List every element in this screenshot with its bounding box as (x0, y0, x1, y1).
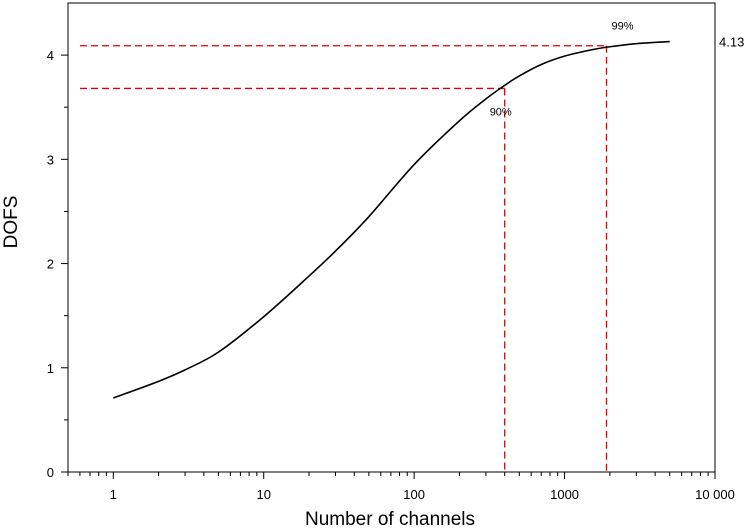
x-tick-label: 10 (256, 487, 270, 502)
x-axis-ticks: 1 10 100 1000 10 000 (67, 472, 735, 502)
x-axis-title: Number of channels (305, 509, 475, 529)
y-tick-label: 1 (47, 361, 54, 376)
dofs-curve (113, 40, 670, 399)
y-tick-label: 2 (47, 257, 54, 272)
plot-frame (67, 2, 716, 473)
y-axis-ticks: 0 1 2 3 4 (47, 48, 68, 480)
y-tick-label: 3 (47, 152, 54, 167)
reference-label: 99% (611, 21, 633, 33)
x-tick-label: 100 (403, 487, 425, 502)
reference-label: 90% (490, 106, 512, 118)
y-tick-label: 0 (47, 465, 54, 480)
x-tick-label: 10 000 (695, 487, 735, 502)
y-axis-title: DOFS (1, 196, 22, 249)
plot-border (67, 2, 716, 473)
reference-lines (80, 45, 608, 472)
annotations: 90% 99% 4.13 (490, 21, 745, 119)
y-tick-label: 4 (47, 48, 54, 63)
end-value-label: 4.13 (719, 35, 744, 50)
x-tick-label: 1000 (550, 487, 579, 502)
series-layer (113, 40, 670, 399)
x-tick-label: 1 (110, 487, 117, 502)
